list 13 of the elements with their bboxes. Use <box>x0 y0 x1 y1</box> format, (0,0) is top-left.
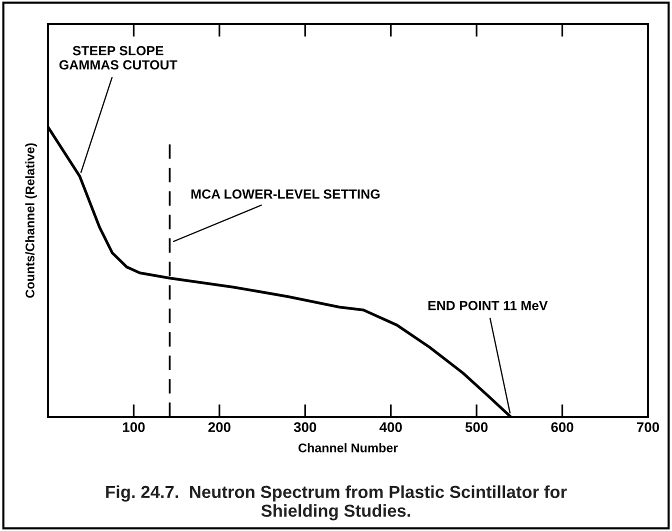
x-axis-title: Channel Number <box>298 443 398 452</box>
y-axis-title: Counts/Channel (Relative) <box>25 143 37 298</box>
x-tick-label: 300 <box>294 422 316 432</box>
x-tick-label: 700 <box>637 422 660 432</box>
x-tick-label: 400 <box>379 422 402 432</box>
x-tick-label: 600 <box>551 422 574 432</box>
x-tick-label: 500 <box>465 422 488 432</box>
annotation: END POINT 11 MeV <box>428 300 548 310</box>
caption: Fig. 24.7. Neutron Spectrum from Plastic Scintillator for Shielding Studies. <box>106 485 567 520</box>
annotation: MCA LOWER-LEVEL SETTING <box>191 189 380 199</box>
x-tick-label: 100 <box>123 422 145 432</box>
annotation: STEEP SLOPE GAMMAS CUTOUT <box>59 46 178 70</box>
x-tick-label: 200 <box>208 422 230 432</box>
